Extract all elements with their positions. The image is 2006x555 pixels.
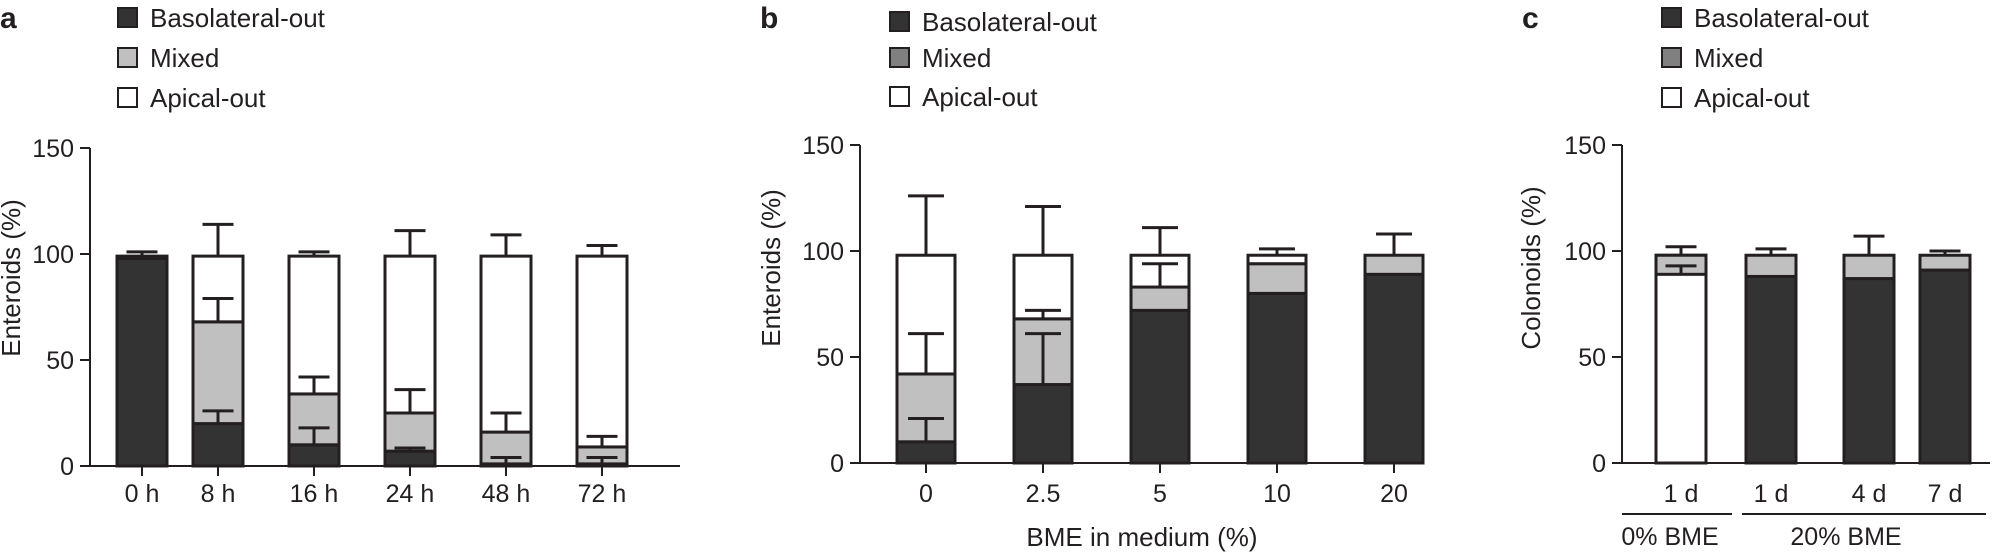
bar-c-2-mixed [1842, 253, 1896, 281]
x-tick-label-a-0: 0 h [125, 480, 160, 508]
bar-a-2-basolateral-out [287, 443, 341, 468]
bar-c-1-mixed [1744, 253, 1798, 278]
bar-a-4-apical-out [479, 254, 533, 434]
y-tick-label-c-100: 100 [1564, 238, 1606, 266]
y-axis-title-a: Enteroids (%) [0, 199, 26, 357]
x-tick-label-a-4: 48 h [482, 480, 531, 508]
legend-label-mixed-a: Mixed [150, 43, 219, 73]
bar-c-1-basolateral-out [1744, 274, 1798, 465]
bar-b-1-basolateral-out [1012, 383, 1074, 465]
legend-label-mixed-b: Mixed [922, 43, 991, 73]
legend-swatch-apical-c [1661, 87, 1682, 108]
x-tick-label-b-4: 20 [1380, 480, 1408, 508]
panel-c: c Colonoids (%) Basolateral-out Mixed Ap… [1516, 2, 1990, 551]
legend-swatch-basolateral-c [1661, 7, 1682, 28]
bar-c-3-mixed [1918, 253, 1972, 272]
bar-b-2-mixed [1129, 285, 1191, 312]
bar-a-2-apical-out [287, 254, 341, 396]
y-axis-title-c: Colonoids (%) [1516, 186, 1546, 349]
legend-label-basolateral-c: Basolateral-out [1694, 3, 1870, 33]
x-tick-label-b-2: 5 [1153, 480, 1167, 508]
bar-b-4-basolateral-out [1363, 272, 1425, 465]
legend-label-mixed-c: Mixed [1694, 43, 1763, 73]
x-tick-label-b-3: 10 [1263, 480, 1291, 508]
y-tick-label-b-0: 0 [830, 450, 844, 478]
legend-label-apical-b: Apical-out [922, 82, 1038, 112]
y-tick-label-a-0: 0 [60, 453, 74, 481]
bar-a-0-apical-out [115, 254, 169, 260]
bar-a-1-mixed [191, 320, 245, 426]
x-tick-label-c-1: 1 d [1754, 480, 1789, 508]
y-tick-label-a-150: 150 [32, 135, 74, 163]
x-tick-label-c-3: 7 d [1928, 480, 1963, 508]
bar-b-4-mixed [1363, 253, 1425, 276]
y-tick-label-a-50: 50 [46, 347, 74, 375]
bar-a-3-basolateral-out [383, 449, 437, 468]
x-tick-label-a-2: 16 h [290, 480, 339, 508]
bar-c-3-basolateral-out [1918, 268, 1972, 465]
panel-letter-c: c [1522, 2, 1539, 35]
legend-c: Basolateral-out Mixed Apical-out [1661, 3, 1870, 113]
bar-b-0-basolateral-out [895, 440, 957, 465]
group-label-20pct-bme: 20% BME [1790, 523, 1901, 551]
legend-swatch-mixed-a [117, 47, 138, 68]
y-tick-label-b-100: 100 [802, 238, 844, 266]
legend-a: Basolateral-out Mixed Apical-out [117, 3, 326, 113]
legend-label-basolateral-a: Basolateral-out [150, 3, 326, 33]
x-tick-label-b-0: 0 [919, 480, 933, 508]
legend-swatch-mixed-c [1661, 47, 1682, 68]
legend-label-apical-a: Apical-out [150, 83, 266, 113]
panel-a: a Enteroids (%) Basolateral-out Mixed Ap… [0, 2, 680, 508]
bar-a-3-mixed [383, 411, 437, 453]
plot-area-b: 0 50 100 150 0 2.5 5 10 20 [802, 132, 1425, 508]
bar-b-3-basolateral-out [1246, 291, 1308, 465]
legend-b: Basolateral-out Mixed Apical-out [889, 7, 1098, 112]
plot-area-a: 0 50 100 150 0 h 8 h 16 h 24 h 48 h 72 h [32, 135, 680, 508]
y-tick-label-c-0: 0 [1592, 450, 1606, 478]
bar-c-2-basolateral-out [1842, 277, 1896, 465]
x-tick-label-a-3: 24 h [386, 480, 435, 508]
legend-swatch-basolateral-b [889, 11, 910, 32]
legend-swatch-basolateral-a [117, 7, 138, 28]
bar-a-5-apical-out [575, 254, 629, 449]
x-tick-label-a-5: 72 h [578, 480, 627, 508]
plot-area-c: 0 50 100 150 1 d 1 d 4 d 7 d [1564, 132, 1990, 508]
panel-letter-b: b [760, 2, 778, 35]
y-tick-label-c-50: 50 [1578, 344, 1606, 372]
bar-a-1-basolateral-out [191, 422, 245, 468]
x-axis-title-b: BME in medium (%) [1026, 522, 1257, 552]
legend-swatch-apical-b [889, 86, 910, 107]
x-tick-label-a-1: 8 h [201, 480, 236, 508]
y-tick-label-b-50: 50 [816, 344, 844, 372]
y-tick-label-b-150: 150 [802, 132, 844, 160]
group-label-0pct-bme: 0% BME [1621, 523, 1718, 551]
bar-a-0-basolateral-out [115, 256, 169, 468]
legend-label-apical-c: Apical-out [1694, 83, 1810, 113]
legend-swatch-mixed-b [889, 47, 910, 68]
panel-b: b Enteroids (%) BME in medium (%) Basola… [756, 2, 1425, 552]
x-tick-label-b-1: 2.5 [1026, 480, 1061, 508]
bar-c-0-apical-out [1654, 253, 1708, 465]
bar-b-1-apical-out [1012, 253, 1074, 321]
y-tick-label-a-100: 100 [32, 241, 74, 269]
bar-b-3-mixed [1246, 262, 1308, 295]
bar-b-2-basolateral-out [1129, 308, 1191, 465]
bar-b-3-apical-out [1246, 253, 1308, 266]
x-tick-label-c-2: 4 d [1852, 480, 1887, 508]
y-axis-title-b: Enteroids (%) [756, 189, 786, 347]
panel-letter-a: a [0, 2, 17, 35]
x-tick-label-c-0: 1 d [1664, 480, 1699, 508]
legend-label-basolateral-b: Basolateral-out [922, 7, 1098, 37]
y-tick-label-c-150: 150 [1564, 132, 1606, 160]
legend-swatch-apical-a [117, 87, 138, 108]
